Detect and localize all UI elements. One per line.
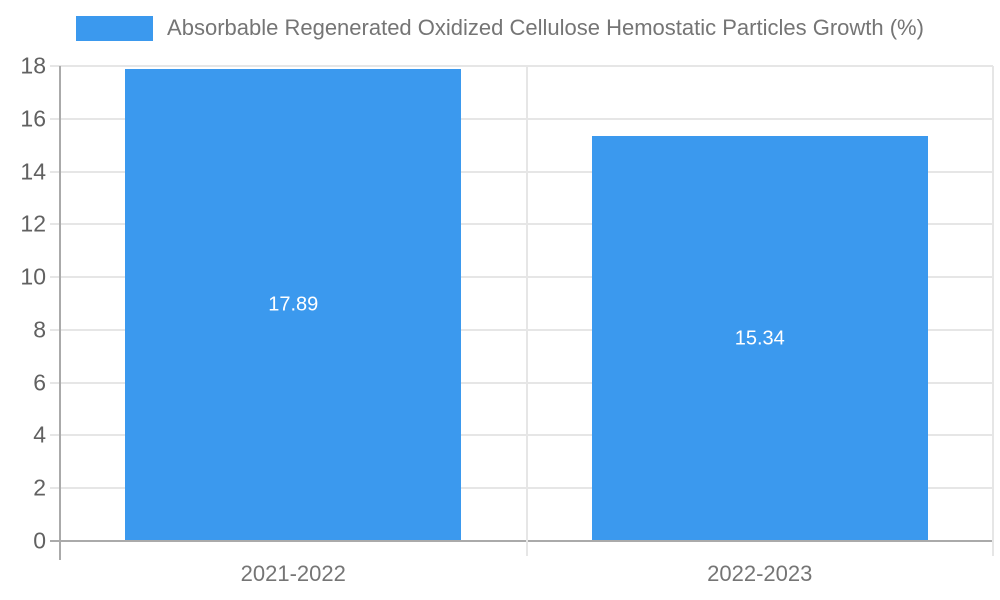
- x-axis-baseline: [50, 540, 993, 542]
- bar-2022-2023[interactable]: [591, 136, 928, 540]
- bar-2021-2022[interactable]: [125, 68, 462, 540]
- gridline: [50, 276, 993, 279]
- bar-value-label: 17.89: [268, 293, 319, 316]
- gridline: [50, 170, 993, 173]
- gridline: [50, 328, 993, 331]
- y-tick-label: 12: [20, 210, 46, 237]
- y-tick-label: 14: [20, 158, 46, 185]
- y-tick-label: 6: [33, 369, 46, 396]
- y-tick-label: 16: [20, 105, 46, 132]
- y-tick-label: 2: [33, 474, 46, 501]
- category-boundary-gridline: [992, 66, 994, 556]
- gridline: [50, 487, 993, 490]
- x-tick-label: 2021-2022: [240, 561, 346, 586]
- gridline: [50, 117, 993, 120]
- legend-swatch-icon[interactable]: [76, 15, 154, 41]
- bar-value-label: 15.34: [734, 327, 785, 350]
- y-tick-label: 4: [33, 421, 46, 448]
- y-tick-label: 8: [33, 316, 46, 343]
- x-tick-label: 2022-2023: [707, 561, 813, 586]
- y-tick-label: 18: [20, 52, 46, 79]
- category-boundary-gridline: [525, 66, 528, 556]
- y-axis-line: [59, 66, 61, 560]
- y-tick-label: 0: [33, 527, 46, 554]
- chart-legend[interactable]: Absorbable Regenerated Oxidized Cellulos…: [0, 15, 1000, 41]
- gridline: [50, 223, 993, 226]
- legend-label[interactable]: Absorbable Regenerated Oxidized Cellulos…: [167, 15, 924, 40]
- y-tick-label: 10: [20, 263, 46, 290]
- gridline: [50, 381, 993, 384]
- gridline: [50, 65, 993, 67]
- gridline: [50, 434, 993, 437]
